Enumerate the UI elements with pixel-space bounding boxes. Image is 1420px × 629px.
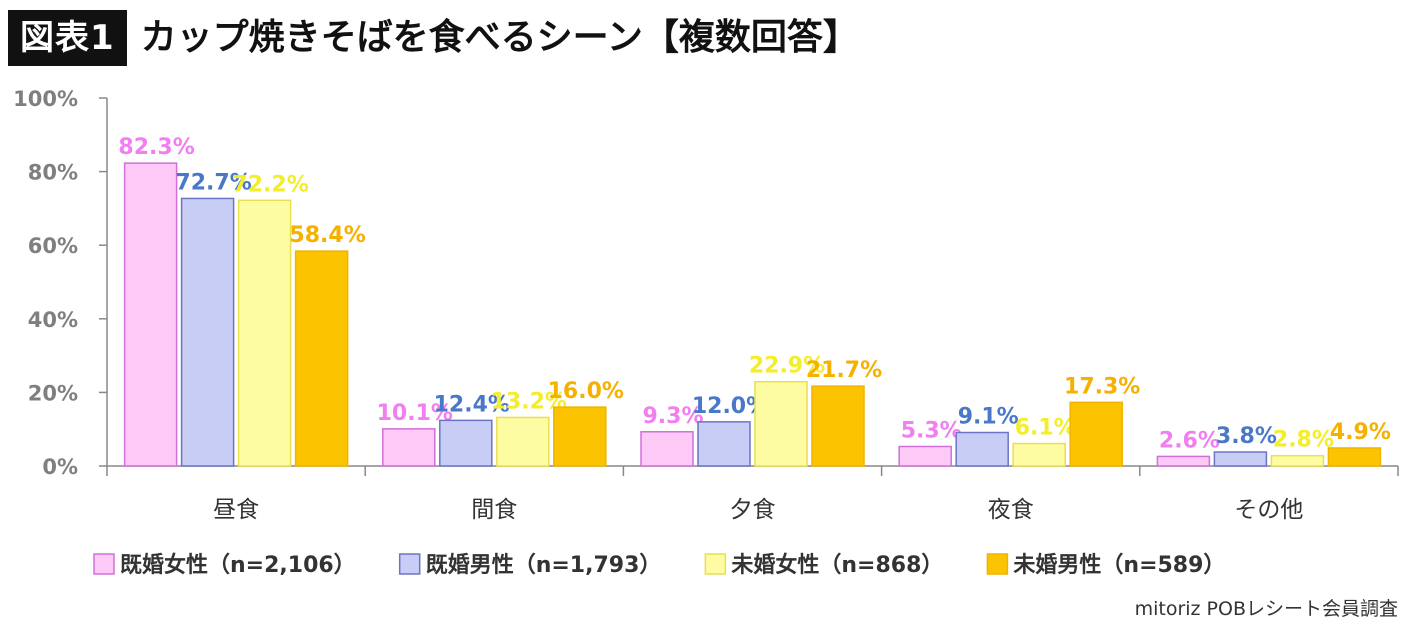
data-label: 2.8% xyxy=(1273,428,1334,453)
bar xyxy=(123,162,178,467)
chart-title: カップ焼きそばを食べるシーン【複数回答】 xyxy=(140,17,859,58)
x-tick-label: その他 xyxy=(1234,497,1303,523)
data-label: 12.4% xyxy=(434,392,510,417)
legend-swatch xyxy=(93,553,115,575)
bar xyxy=(294,250,349,467)
y-tick-label: 60% xyxy=(28,234,78,258)
legend-label: 未婚女性（n=868） xyxy=(731,552,943,578)
data-label: 6.1% xyxy=(1015,416,1076,441)
figure-label: 図表1 xyxy=(8,10,127,66)
bar xyxy=(1270,454,1325,467)
bar xyxy=(811,385,865,467)
bar xyxy=(439,419,493,467)
legend-swatch xyxy=(704,553,727,575)
data-label: 3.8% xyxy=(1216,424,1277,449)
bar xyxy=(955,431,1009,467)
bar xyxy=(1156,455,1211,467)
figure-header: 図表1 カップ焼きそばを食べるシーン【複数回答】 xyxy=(8,8,859,68)
x-tick-label: 昼食 xyxy=(213,497,259,523)
y-tick-label: 40% xyxy=(28,308,78,332)
x-tick-label: 夕食 xyxy=(730,497,776,523)
data-label: 17.3% xyxy=(1064,374,1140,399)
data-label: 9.1% xyxy=(958,405,1019,430)
y-tick-label: 0% xyxy=(42,455,78,479)
legend-label: 既婚女性（n=2,106） xyxy=(120,552,356,578)
bar xyxy=(697,421,751,467)
bar xyxy=(1327,447,1382,467)
bar xyxy=(1213,451,1268,467)
bar xyxy=(496,416,550,467)
data-label: 21.7% xyxy=(806,358,882,383)
bar xyxy=(180,197,235,467)
data-label: 16.0% xyxy=(548,379,624,404)
bar xyxy=(640,431,694,467)
x-tick-label: 夜食 xyxy=(988,497,1034,523)
data-label: 72.7% xyxy=(175,170,251,195)
data-label: 2.6% xyxy=(1159,428,1220,453)
y-tick-label: 80% xyxy=(28,161,78,185)
bar xyxy=(1012,442,1066,467)
y-tick-label: 20% xyxy=(28,381,78,405)
data-label: 4.9% xyxy=(1330,420,1391,445)
data-label: 5.3% xyxy=(901,418,962,443)
data-label: 9.3% xyxy=(642,404,703,429)
data-label: 72.2% xyxy=(232,172,308,197)
source-note: mitoriz POBレシート会員調査 xyxy=(1134,598,1398,620)
bar xyxy=(237,199,292,467)
legend-label: 既婚男性（n=1,793） xyxy=(426,552,662,578)
legend-swatch xyxy=(398,553,421,575)
data-label: 58.4% xyxy=(289,223,365,248)
bar xyxy=(1069,401,1123,467)
bar xyxy=(898,445,952,467)
x-tick-label: 間食 xyxy=(471,497,517,523)
data-label: 22.9% xyxy=(749,354,825,379)
legend-label: 未婚男性（n=589） xyxy=(1013,552,1225,578)
bar xyxy=(382,428,436,467)
data-label: 82.3% xyxy=(118,135,194,160)
legend-swatch xyxy=(986,553,1009,575)
y-tick-label: 100% xyxy=(13,87,78,111)
bar xyxy=(754,380,808,467)
bar xyxy=(553,406,607,467)
